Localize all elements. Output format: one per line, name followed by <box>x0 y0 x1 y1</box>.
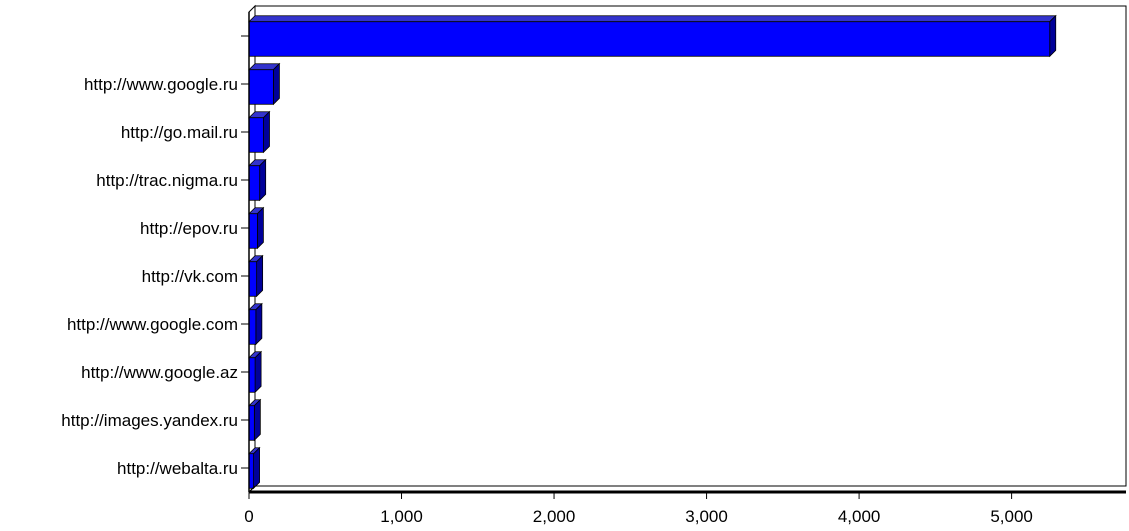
bar-side-face <box>1049 14 1057 58</box>
category-label: http://vk.com <box>142 267 238 286</box>
bar-side-face <box>256 254 264 298</box>
bar-side-face <box>255 302 263 346</box>
bar-side-face <box>273 62 280 106</box>
category-label: http://trac.nigma.ru <box>96 171 238 190</box>
category-label: http://webalta.ru <box>117 459 238 478</box>
bar-front-face <box>248 21 1051 57</box>
x-tick-label: 1,000 <box>380 507 423 526</box>
axis-corner <box>248 485 256 493</box>
category-label: http://www.google.ru <box>84 75 238 94</box>
bar <box>248 110 271 154</box>
x-tick-label: 5,000 <box>990 507 1033 526</box>
category-label: http://www.google.com <box>67 315 238 334</box>
bar-side-face <box>253 446 260 490</box>
back-wall <box>254 5 1127 487</box>
bar <box>248 158 267 202</box>
bar-front-face <box>248 405 255 441</box>
x-tick-label: 4,000 <box>838 507 881 526</box>
bar-side-face <box>254 350 262 394</box>
bar-front-face <box>248 261 258 297</box>
bar-front-face <box>248 69 274 105</box>
bar-side-face <box>259 158 267 202</box>
bar-front-face <box>248 165 261 201</box>
bar-front-face <box>248 309 257 345</box>
category-label: http://www.google.az <box>81 363 238 382</box>
bar <box>248 206 265 250</box>
bar-front-face <box>248 117 264 153</box>
bar <box>248 350 263 394</box>
x-axis-ticks: 0 1,000 2,000 3,000 4,000 5,000 <box>244 12 1126 526</box>
category-label: http://go.mail.ru <box>121 123 238 142</box>
category-labels: http://www.google.ru http://go.mail.ru htt… <box>61 35 249 478</box>
bar <box>248 62 281 106</box>
bar-front-face <box>248 357 256 393</box>
bars <box>248 14 1057 490</box>
bar-side-face <box>256 206 264 250</box>
bar <box>248 446 261 490</box>
plot-frame <box>248 4 1127 494</box>
bar <box>248 302 263 346</box>
x-tick-label: 2,000 <box>533 507 576 526</box>
bar <box>248 14 1057 58</box>
x-tick-label: 0 <box>244 507 253 526</box>
bar-top-face <box>248 15 1057 23</box>
x-tick-label: 3,000 <box>685 507 728 526</box>
bar <box>248 398 262 442</box>
bar-front-face <box>248 213 258 249</box>
category-label: http://epov.ru <box>140 219 238 238</box>
bar-side-face <box>263 110 270 154</box>
bar-side-face <box>253 398 261 442</box>
category-label: http://images.yandex.ru <box>61 411 238 430</box>
bar <box>248 254 264 298</box>
